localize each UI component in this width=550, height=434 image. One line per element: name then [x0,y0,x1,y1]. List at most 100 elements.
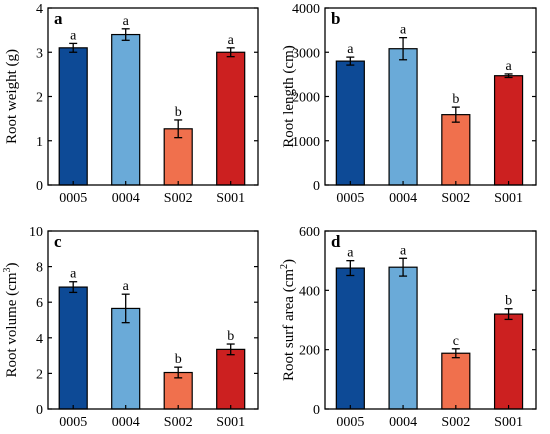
significance-letter: b [505,294,512,309]
y-axis-label: Root length (cm) [281,45,297,147]
error-bar-0005 [69,42,78,53]
error-bar-0004 [399,36,408,61]
x-tick-label: 0005 [59,191,87,206]
significance-letter: a [400,243,407,258]
y-tick-label: 4 [36,2,43,17]
y-tick-label: 2000 [292,91,320,106]
y-tick-label: 4000 [292,2,320,17]
x-tick-label: 0004 [389,415,417,430]
error-bar-S001 [226,343,235,356]
bar-0005 [58,286,88,410]
significance-letter: a [123,279,130,294]
bar-0005 [58,47,88,186]
significance-letter: a [505,59,512,74]
y-axis-label: Root weight (g) [4,49,20,144]
significance-letter: a [347,42,354,57]
significance-letter: b [175,352,182,367]
y-tick-label: 2 [36,91,43,106]
y-axis-label: Root volume (cm3) [2,263,20,378]
y-tick-label: 0 [36,179,43,194]
bar-S002 [441,114,471,186]
significance-letter: b [452,92,459,107]
y-tick-label: 200 [299,344,320,359]
error-bar-S002 [451,106,460,123]
x-tick-label: S002 [164,415,193,430]
panel-letter: b [331,9,340,28]
error-bar-S002 [451,348,460,359]
y-tick-label: 1 [36,135,43,150]
y-tick-label: 3 [36,46,43,61]
significance-letter: a [228,33,235,48]
x-tick-label: S002 [441,415,470,430]
error-bar-0005 [346,56,355,66]
bar-S001 [216,348,246,410]
x-tick-label: S001 [216,415,245,430]
bar-0004 [388,266,418,410]
y-tick-label: 10 [29,225,43,240]
y-tick-label: 600 [299,225,320,240]
bar-0004 [111,33,141,186]
error-bar-S002 [174,119,183,139]
significance-letter: a [70,28,77,43]
bar-S002 [163,371,193,410]
panel-b: a 0005 a 0004 b S002 a S001 0 1000 2000 3000 4000 b Ro… [281,2,537,206]
x-tick-label: S002 [441,191,470,206]
significance-letter: a [400,23,407,38]
bar-0004 [388,48,418,186]
x-tick-label: 0005 [336,191,364,206]
plot-frame [47,230,259,410]
error-bar-0004 [121,28,130,41]
error-bar-S002 [174,366,183,379]
significance-letter: c [453,334,459,349]
error-bar-0004 [121,293,130,324]
error-bar-S001 [226,47,235,58]
bar-S001 [216,51,246,186]
x-tick-label: S001 [494,415,523,430]
y-tick-label: 4 [36,332,43,347]
y-tick-label: 6 [36,296,43,311]
y-tick-label: 2 [36,367,43,382]
error-bar-0004 [399,257,408,277]
plot-frame [324,7,537,186]
x-tick-label: 0005 [336,415,364,430]
bar-S001 [493,75,524,186]
panel-c: a 0005 a 0004 b S002 b S001 0 2 4 6 8 10 c Root volume … [2,225,259,430]
error-bar-0005 [69,281,78,294]
bar-0004 [111,307,141,410]
x-tick-label: S002 [164,191,193,206]
significance-letter: a [123,14,130,29]
bar-0005 [335,60,365,186]
y-tick-label: 0 [313,179,320,194]
y-tick-label: 0 [313,403,320,418]
significance-letter: a [70,267,77,282]
x-tick-label: 0004 [389,191,417,206]
significance-letter: b [227,329,234,344]
bar-S002 [441,352,471,410]
y-tick-label: 0 [36,403,43,418]
panel-d: a 0005 a 0004 c S002 b S001 0 200 400 600 d Root surf… [279,225,537,430]
bar-0005 [335,267,365,410]
significance-letter: a [347,246,354,261]
x-tick-label: S001 [494,191,523,206]
bar-S001 [493,313,524,410]
y-tick-label: 400 [299,284,320,299]
plot-frame [47,7,259,186]
y-axis-label: Root surf area (cm2) [279,259,297,381]
panel-letter: a [54,9,63,28]
x-tick-label: S001 [216,191,245,206]
x-tick-label: 0004 [112,191,140,206]
y-tick-label: 3000 [292,46,320,61]
x-tick-label: 0005 [59,415,87,430]
x-tick-label: 0004 [112,415,140,430]
significance-letter: b [175,105,182,120]
y-tick-label: 8 [36,261,43,276]
panel-letter: c [54,232,62,251]
error-bar-S001 [504,308,513,321]
plot-frame [324,230,537,410]
error-bar-0005 [346,260,355,277]
error-bar-S001 [504,73,513,79]
panel-letter: d [331,232,341,251]
y-tick-label: 1000 [292,135,320,150]
